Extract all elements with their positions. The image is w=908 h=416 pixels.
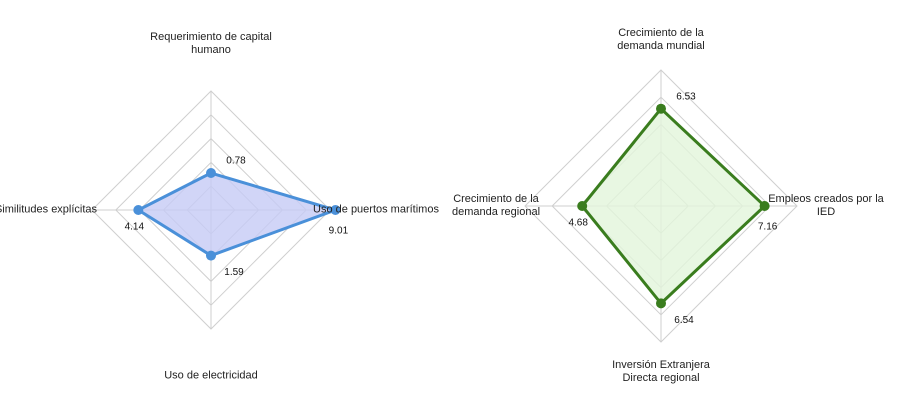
value-label: 1.59 xyxy=(224,267,244,278)
point xyxy=(759,201,770,211)
axis-label: Crecimiento de la demanda regional xyxy=(451,193,541,218)
point xyxy=(577,201,588,211)
value-label: 4.14 xyxy=(125,222,145,233)
axis-label: Empleos creados por la IED xyxy=(768,193,884,218)
value-label: 9.01 xyxy=(329,226,349,237)
point xyxy=(206,168,216,179)
axis-label: Inversión Extranjera Directa regional xyxy=(612,359,710,384)
point xyxy=(330,205,341,215)
axis-label: Uso de puertos marítimos xyxy=(313,203,439,216)
area xyxy=(580,106,767,306)
point xyxy=(206,250,216,261)
value-label: 6.54 xyxy=(674,315,694,326)
value-label: 4.68 xyxy=(568,218,588,229)
axis-label: Similitudes explícitas xyxy=(0,203,98,216)
value-label: 7.16 xyxy=(758,222,778,233)
axis-label: Requerimiento de capital humano xyxy=(150,31,272,56)
value-label: 6.53 xyxy=(676,91,696,102)
point xyxy=(656,298,666,309)
axis-label: Crecimiento de la demanda mundial xyxy=(617,27,705,52)
point xyxy=(133,205,144,215)
point xyxy=(656,103,666,114)
value-label: 0.78 xyxy=(226,156,246,167)
axis-label: Uso de electricidad xyxy=(164,369,258,382)
